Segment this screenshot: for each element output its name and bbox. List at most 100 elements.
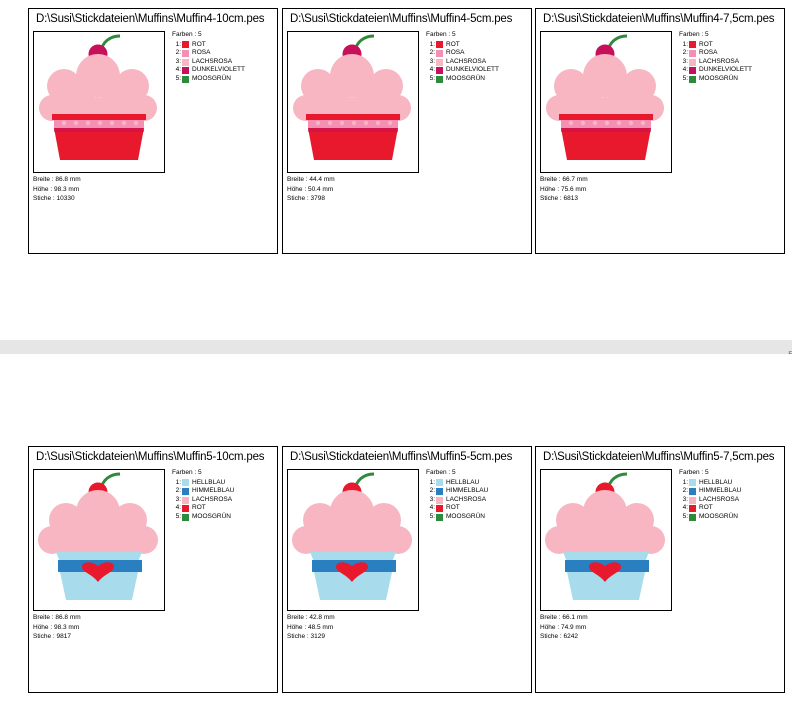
color-name: ROSA xyxy=(192,49,211,57)
design-card: D:\Susi\Stickdateien\Muffins\Muffin4-5cm… xyxy=(282,8,532,254)
color-swatch xyxy=(689,479,696,487)
colors-header: Farben : 5 xyxy=(426,469,456,476)
color-number: 2: xyxy=(175,49,181,57)
design-preview xyxy=(287,31,419,173)
color-name: ROSA xyxy=(446,49,465,57)
height-stat: Höhe : 48.5 mm xyxy=(287,623,334,631)
color-number: 4: xyxy=(682,504,688,512)
design-card: D:\Susi\Stickdateien\Muffins\Muffin4-7,5… xyxy=(535,8,785,254)
color-row: 4: ROT xyxy=(426,504,488,513)
page-separator xyxy=(0,340,792,354)
color-name: ROT xyxy=(446,504,460,512)
color-number: 1: xyxy=(682,478,688,486)
color-swatch xyxy=(436,496,443,504)
color-name: LACHSROSA xyxy=(699,57,740,65)
color-number: 1: xyxy=(682,40,688,48)
color-name: DUNKELVIOLETT xyxy=(446,66,499,74)
height-stat: Höhe : 98.3 mm xyxy=(33,623,80,631)
color-swatch xyxy=(182,49,189,57)
color-number: 3: xyxy=(175,57,181,65)
color-name: LACHSROSA xyxy=(446,57,487,65)
color-name: MOOSGRÜN xyxy=(699,512,738,520)
color-number: 3: xyxy=(682,57,688,65)
color-name: ROT xyxy=(192,504,206,512)
color-name: DUNKELVIOLETT xyxy=(699,66,752,74)
design-preview xyxy=(540,31,672,173)
color-number: 2: xyxy=(429,487,435,495)
color-name: ROT xyxy=(446,40,460,48)
color-swatch xyxy=(436,487,443,495)
design-title: D:\Susi\Stickdateien\Muffins\Muffin5-10c… xyxy=(36,451,265,463)
color-row: 2: ROSA xyxy=(172,49,245,58)
design-preview xyxy=(33,31,165,173)
design-card: D:\Susi\Stickdateien\Muffins\Muffin5-5cm… xyxy=(282,446,532,693)
design-preview xyxy=(540,469,672,611)
color-name: HIMMELBLAU xyxy=(699,487,742,495)
color-number: 5: xyxy=(429,512,435,520)
muffin4-preview xyxy=(34,32,164,172)
muffin4-preview xyxy=(541,32,671,172)
color-number: 2: xyxy=(429,49,435,57)
color-name: HELLBLAU xyxy=(192,478,226,486)
color-name: LACHSROSA xyxy=(192,495,233,503)
color-name: HELLBLAU xyxy=(446,478,480,486)
stitches-stat: Stiche : 3798 xyxy=(287,195,325,202)
color-swatch xyxy=(436,58,443,66)
color-swatch xyxy=(436,67,443,75)
colors-header: Farben : 5 xyxy=(172,469,202,476)
color-number: 2: xyxy=(175,487,181,495)
color-row: 1: ROT xyxy=(426,41,499,50)
color-number: 2: xyxy=(682,49,688,57)
color-swatch xyxy=(689,513,696,521)
color-list: Farben : 5 1: HELLBLAU 2: HIMMELBLAU 3: LAC… xyxy=(172,469,234,522)
color-name: ROT xyxy=(192,40,206,48)
stitches-stat: Stiche : 9817 xyxy=(33,633,71,640)
height-stat: Höhe : 75.6 mm xyxy=(540,185,587,193)
design-title: D:\Susi\Stickdateien\Muffins\Muffin4-5cm… xyxy=(290,13,513,25)
color-number: 1: xyxy=(429,40,435,48)
color-number: 4: xyxy=(682,66,688,74)
colors-header: Farben : 5 xyxy=(172,31,202,38)
color-number: 5: xyxy=(175,512,181,520)
color-name: ROT xyxy=(699,504,713,512)
width-stat: Breite : 66.7 mm xyxy=(540,176,588,183)
color-row: 5: MOOSGRÜN xyxy=(172,513,234,522)
design-card: D:\Susi\Stickdateien\Muffins\Muffin5-10c… xyxy=(28,446,278,693)
design-title: D:\Susi\Stickdateien\Muffins\Muffin4-7,5… xyxy=(543,13,775,25)
color-swatch xyxy=(436,75,443,83)
design-card: D:\Susi\Stickdateien\Muffins\Muffin5-7,5… xyxy=(535,446,785,693)
color-name: DUNKELVIOLETT xyxy=(192,66,245,74)
color-row: 3: LACHSROSA xyxy=(426,58,499,67)
color-swatch xyxy=(182,41,189,49)
design-stats: Breite : 66.7 mm Höhe : 75.6 mm Stiche :… xyxy=(540,175,588,204)
color-list: Farben : 5 1: ROT 2: ROSA 3: LACHSROSA 4: DU… xyxy=(679,31,752,84)
print-sheet-top: D:\Susi\Stickdateien\Muffins\Muffin4-10c… xyxy=(0,0,792,340)
color-row: 1: HELLBLAU xyxy=(172,479,234,488)
color-name: LACHSROSA xyxy=(192,57,233,65)
color-swatch xyxy=(182,487,189,495)
design-card: D:\Susi\Stickdateien\Muffins\Muffin4-10c… xyxy=(28,8,278,254)
width-stat: Breite : 86.8 mm xyxy=(33,614,81,621)
color-name: MOOSGRÜN xyxy=(192,512,231,520)
color-name: HIMMELBLAU xyxy=(446,487,489,495)
color-row: 1: ROT xyxy=(172,41,245,50)
color-number: 3: xyxy=(429,57,435,65)
design-stats: Breite : 42.8 mm Höhe : 48.5 mm Stiche :… xyxy=(287,613,335,642)
color-name: MOOSGRÜN xyxy=(192,74,231,82)
design-preview xyxy=(33,469,165,611)
color-swatch xyxy=(436,49,443,57)
color-row: 1: ROT xyxy=(679,41,752,50)
color-row: 5: MOOSGRÜN xyxy=(679,75,752,84)
color-swatch xyxy=(182,496,189,504)
color-name: LACHSROSA xyxy=(446,495,487,503)
color-list: Farben : 5 1: HELLBLAU 2: HIMMELBLAU 3: LAC… xyxy=(679,469,741,522)
color-swatch xyxy=(689,496,696,504)
color-row: 4: DUNKELVIOLETT xyxy=(172,66,245,75)
design-stats: Breite : 66.1 mm Höhe : 74.9 mm Stiche :… xyxy=(540,613,588,642)
color-row: 4: DUNKELVIOLETT xyxy=(679,66,752,75)
color-row: 5: MOOSGRÜN xyxy=(679,513,741,522)
color-swatch xyxy=(689,58,696,66)
color-swatch xyxy=(182,58,189,66)
color-row: 4: ROT xyxy=(679,504,741,513)
color-row: 1: HELLBLAU xyxy=(426,479,488,488)
